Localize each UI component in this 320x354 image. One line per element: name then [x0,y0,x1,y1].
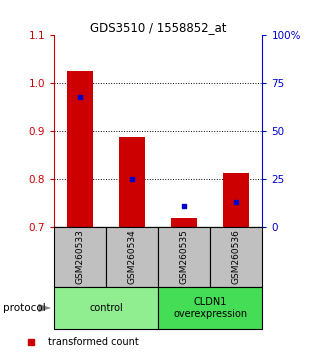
Bar [223,173,249,227]
Text: control: control [90,303,123,313]
Bar [158,287,262,329]
Polygon shape [38,304,51,312]
Bar [54,287,158,329]
Bar [106,227,158,287]
Bar [211,227,262,287]
Bar [172,218,197,227]
Bar [54,227,106,287]
Bar [68,71,93,227]
Text: CLDN1
overexpression: CLDN1 overexpression [173,297,247,319]
Text: GSM260534: GSM260534 [128,229,137,284]
Bar [158,227,211,287]
Text: GSM260535: GSM260535 [180,229,189,284]
Text: GSM260536: GSM260536 [232,229,241,284]
Bar [119,137,145,227]
Text: protocol: protocol [3,303,46,313]
Text: GSM260533: GSM260533 [76,229,85,284]
Text: transformed count: transformed count [48,337,139,348]
Title: GDS3510 / 1558852_at: GDS3510 / 1558852_at [90,21,227,34]
